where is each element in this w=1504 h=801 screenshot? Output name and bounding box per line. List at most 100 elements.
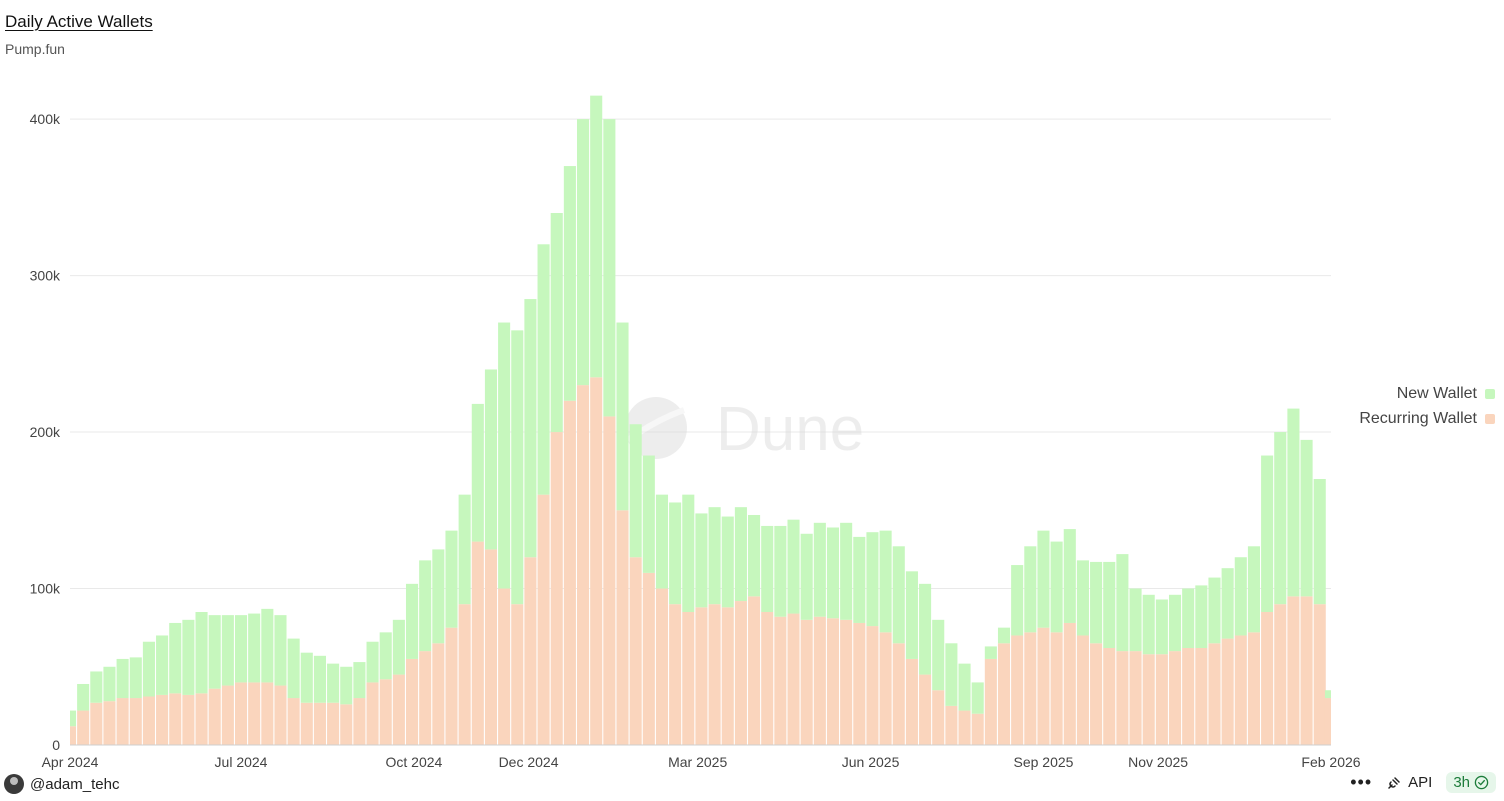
bar-new-wallet[interactable] bbox=[195, 612, 208, 694]
bar-new-wallet[interactable] bbox=[1011, 565, 1024, 636]
bar-recurring-wallet[interactable] bbox=[287, 698, 300, 745]
bar-new-wallet[interactable] bbox=[748, 514, 761, 597]
bar-recurring-wallet[interactable] bbox=[327, 702, 340, 745]
bar-recurring-wallet[interactable] bbox=[471, 541, 484, 745]
bar-new-wallet[interactable] bbox=[70, 710, 77, 727]
bar-recurring-wallet[interactable] bbox=[90, 702, 103, 745]
bar-new-wallet[interactable] bbox=[169, 622, 182, 694]
bar-recurring-wallet[interactable] bbox=[1247, 632, 1260, 745]
bar-new-wallet[interactable] bbox=[905, 571, 918, 659]
bar-recurring-wallet[interactable] bbox=[142, 696, 155, 745]
bar-new-wallet[interactable] bbox=[524, 299, 537, 558]
bar-recurring-wallet[interactable] bbox=[748, 596, 761, 745]
legend-item-recurring-wallet[interactable]: Recurring Wallet bbox=[1359, 406, 1495, 431]
bar-recurring-wallet[interactable] bbox=[1155, 654, 1168, 745]
bar-new-wallet[interactable] bbox=[1261, 455, 1274, 612]
bar-new-wallet[interactable] bbox=[550, 213, 563, 433]
bar-recurring-wallet[interactable] bbox=[761, 612, 774, 745]
author[interactable]: @adam_tehc bbox=[4, 774, 119, 794]
bar-new-wallet[interactable] bbox=[1324, 690, 1331, 699]
bar-recurring-wallet[interactable] bbox=[774, 616, 787, 745]
bar-new-wallet[interactable] bbox=[826, 527, 840, 619]
bar-new-wallet[interactable] bbox=[537, 244, 550, 495]
bar-recurring-wallet[interactable] bbox=[603, 416, 616, 745]
bar-recurring-wallet[interactable] bbox=[77, 710, 90, 745]
bar-recurring-wallet[interactable] bbox=[879, 632, 892, 745]
bar-recurring-wallet[interactable] bbox=[1076, 635, 1089, 745]
bar-recurring-wallet[interactable] bbox=[274, 685, 287, 745]
bar-new-wallet[interactable] bbox=[813, 522, 826, 617]
bar-recurring-wallet[interactable] bbox=[1261, 612, 1274, 745]
bar-new-wallet[interactable] bbox=[1274, 432, 1287, 605]
bar-new-wallet[interactable] bbox=[445, 530, 458, 628]
bar-new-wallet[interactable] bbox=[327, 663, 340, 703]
bar-recurring-wallet[interactable] bbox=[945, 705, 958, 745]
bar-recurring-wallet[interactable] bbox=[734, 601, 747, 745]
legend-item-new-wallet[interactable]: New Wallet bbox=[1359, 381, 1495, 406]
bar-new-wallet[interactable] bbox=[682, 494, 695, 612]
bar-new-wallet[interactable] bbox=[1287, 408, 1300, 597]
bar-new-wallet[interactable] bbox=[1221, 568, 1234, 639]
bar-recurring-wallet[interactable] bbox=[221, 685, 234, 745]
bar-recurring-wallet[interactable] bbox=[1195, 647, 1208, 745]
bar-recurring-wallet[interactable] bbox=[182, 694, 195, 745]
bar-recurring-wallet[interactable] bbox=[1116, 651, 1129, 745]
bar-new-wallet[interactable] bbox=[1024, 546, 1037, 633]
bar-new-wallet[interactable] bbox=[156, 635, 169, 695]
bar-new-wallet[interactable] bbox=[419, 560, 432, 652]
bar-recurring-wallet[interactable] bbox=[537, 494, 550, 745]
bar-new-wallet[interactable] bbox=[1090, 561, 1103, 644]
bar-recurring-wallet[interactable] bbox=[1103, 647, 1116, 745]
bar-new-wallet[interactable] bbox=[721, 516, 734, 608]
bar-new-wallet[interactable] bbox=[984, 646, 997, 659]
bar-recurring-wallet[interactable] bbox=[721, 607, 734, 745]
bar-new-wallet[interactable] bbox=[971, 682, 984, 714]
bar-recurring-wallet[interactable] bbox=[787, 613, 800, 745]
bar-new-wallet[interactable] bbox=[919, 583, 932, 675]
bar-new-wallet[interactable] bbox=[616, 322, 629, 511]
bar-recurring-wallet[interactable] bbox=[695, 607, 708, 745]
bar-recurring-wallet[interactable] bbox=[958, 710, 971, 745]
bar-recurring-wallet[interactable] bbox=[1168, 651, 1182, 745]
bar-recurring-wallet[interactable] bbox=[1274, 604, 1287, 745]
bar-recurring-wallet[interactable] bbox=[340, 704, 353, 745]
bar-new-wallet[interactable] bbox=[1300, 439, 1313, 597]
refresh-badge[interactable]: 3h bbox=[1446, 772, 1496, 793]
bar-recurring-wallet[interactable] bbox=[1234, 635, 1247, 745]
bar-recurring-wallet[interactable] bbox=[156, 694, 169, 745]
bar-recurring-wallet[interactable] bbox=[1208, 643, 1221, 745]
bar-recurring-wallet[interactable] bbox=[866, 626, 879, 745]
bar-recurring-wallet[interactable] bbox=[366, 682, 379, 745]
bar-recurring-wallet[interactable] bbox=[419, 651, 432, 745]
bar-new-wallet[interactable] bbox=[142, 641, 155, 697]
bar-recurring-wallet[interactable] bbox=[892, 643, 905, 745]
bar-recurring-wallet[interactable] bbox=[840, 619, 853, 745]
bar-new-wallet[interactable] bbox=[90, 671, 103, 703]
bar-new-wallet[interactable] bbox=[1182, 588, 1195, 648]
bar-new-wallet[interactable] bbox=[603, 119, 616, 417]
bar-recurring-wallet[interactable] bbox=[1090, 643, 1103, 745]
bar-recurring-wallet[interactable] bbox=[524, 557, 537, 745]
bar-recurring-wallet[interactable] bbox=[405, 658, 419, 745]
bar-recurring-wallet[interactable] bbox=[1313, 604, 1326, 745]
bar-new-wallet[interactable] bbox=[77, 683, 90, 711]
bar-new-wallet[interactable] bbox=[261, 608, 274, 683]
bar-new-wallet[interactable] bbox=[1313, 479, 1326, 605]
bar-new-wallet[interactable] bbox=[405, 583, 419, 659]
bar-new-wallet[interactable] bbox=[129, 657, 142, 699]
bar-new-wallet[interactable] bbox=[1155, 599, 1168, 655]
bar-new-wallet[interactable] bbox=[498, 322, 511, 589]
bar-new-wallet[interactable] bbox=[432, 549, 445, 644]
bar-new-wallet[interactable] bbox=[248, 613, 261, 683]
bar-new-wallet[interactable] bbox=[379, 632, 392, 680]
bar-new-wallet[interactable] bbox=[353, 662, 366, 699]
bar-new-wallet[interactable] bbox=[1129, 588, 1142, 652]
bar-new-wallet[interactable] bbox=[629, 424, 642, 558]
bar-recurring-wallet[interactable] bbox=[511, 604, 524, 745]
bar-new-wallet[interactable] bbox=[103, 666, 116, 702]
bar-new-wallet[interactable] bbox=[1208, 577, 1221, 644]
bar-new-wallet[interactable] bbox=[274, 615, 287, 686]
bar-recurring-wallet[interactable] bbox=[169, 693, 182, 745]
bar-recurring-wallet[interactable] bbox=[1024, 632, 1037, 745]
bar-recurring-wallet[interactable] bbox=[905, 658, 918, 745]
